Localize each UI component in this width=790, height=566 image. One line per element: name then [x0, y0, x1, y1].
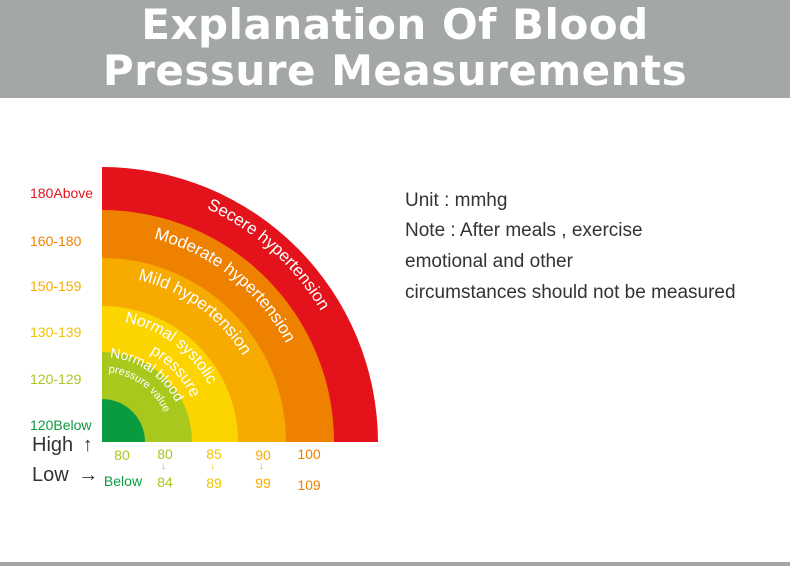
y-label-130-139: 130-139	[30, 324, 82, 340]
footer-divider	[0, 562, 790, 566]
page-title: Explanation Of Blood Pressure Measuremen…	[0, 2, 790, 94]
x-label-89: 89	[206, 475, 222, 491]
up-arrow-icon: ↑	[82, 434, 93, 456]
y-label-160-180: 160-180	[30, 233, 82, 249]
title-line-1: Explanation Of Blood	[141, 0, 649, 49]
measurement-note-line2: emotional and other	[405, 251, 573, 272]
x-label-109: 109	[297, 477, 321, 493]
band-inner	[102, 399, 145, 442]
axis-low-label: Low	[32, 464, 69, 486]
x-label-85: 85	[206, 446, 222, 462]
down-arrow-icon: ↓	[161, 461, 166, 472]
axis-high-label: High	[32, 434, 74, 456]
measurement-note-line1: Note : After meals , exercise	[405, 220, 643, 241]
x-label-84: 84	[157, 474, 173, 490]
y-label-180-above: 180Above	[30, 185, 94, 201]
axis-high: High ↑	[32, 434, 93, 456]
x-label-80: 80	[157, 446, 173, 462]
x-label-below: Below	[103, 473, 143, 489]
y-label-150-159: 150-159	[30, 278, 82, 294]
title-line-2: Pressure Measurements	[102, 46, 688, 95]
y-label-120-129: 120-129	[30, 371, 82, 387]
axis-low: Low →	[32, 464, 98, 486]
x-label-99: 99	[255, 475, 271, 491]
y-label-120-below: 120Below	[30, 417, 92, 433]
down-arrow-icon: ↓	[210, 461, 215, 472]
down-arrow-icon: ↓	[259, 461, 264, 472]
unit-note: Unit : mmhg	[405, 190, 508, 211]
x-label-100: 100	[297, 446, 321, 462]
measurement-note-line3: circumstances should not be measured	[405, 282, 736, 303]
right-arrow-icon: →	[78, 464, 99, 486]
title-banner	[0, 0, 790, 98]
x-label-90: 90	[255, 447, 271, 463]
x-label-80-top: 80	[114, 447, 130, 463]
